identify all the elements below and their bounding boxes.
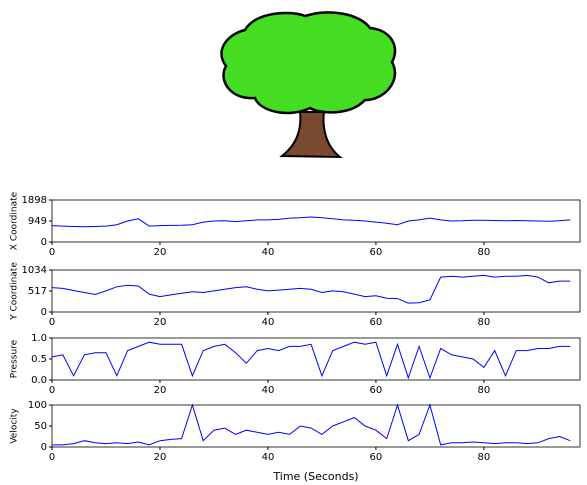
y-tick-label: 100 [28, 400, 47, 411]
x-tick-label: 40 [262, 247, 275, 258]
y-tick-label: 949 [28, 216, 47, 227]
x-tick-label: 40 [262, 317, 275, 328]
x-tick-label: 60 [370, 247, 383, 258]
y-axis-label: Y Coordinate [10, 262, 20, 321]
y-tick-label: 1.0 [31, 333, 47, 344]
y-tick-label: 0 [41, 442, 47, 453]
tree-drawing [222, 12, 396, 157]
tree-trunk [282, 112, 340, 157]
y-tick-label: 517 [28, 286, 47, 297]
page: 0 20 40 60 80 0 949 1898X Coordinate 0 20 40 60 80 0 5… [0, 0, 587, 485]
x-tick-label: 40 [262, 385, 275, 396]
y-tick-label: 1898 [22, 195, 47, 206]
x-axis-label: Time (Seconds) [272, 470, 358, 483]
y-tick-label: 50 [34, 421, 47, 432]
y-tick-label: 0 [41, 237, 47, 248]
figure: 0 20 40 60 80 0 949 1898X Coordinate 0 20 40 60 80 0 5… [0, 0, 587, 485]
axes-frame [52, 405, 580, 447]
y-tick-label: 0.0 [31, 375, 47, 386]
x-tick-label: 20 [154, 247, 167, 258]
y-tick-label: 1034 [22, 265, 47, 276]
x-tick-label: 80 [478, 317, 491, 328]
x-tick-label: 80 [478, 385, 491, 396]
y-axis-label: X Coordinate [10, 191, 20, 250]
x-tick-label: 0 [49, 385, 55, 396]
y-axis-label: Velocity [10, 408, 20, 444]
tree-crown [222, 12, 396, 113]
x-tick-label: 80 [478, 452, 491, 463]
x-tick-label: 20 [154, 385, 167, 396]
x-tick-label: 0 [49, 247, 55, 258]
x-tick-label: 80 [478, 247, 491, 258]
x-tick-label: 40 [262, 452, 275, 463]
data-line [52, 342, 570, 378]
x-tick-label: 20 [154, 452, 167, 463]
data-line [52, 275, 570, 303]
y-tick-label: 0 [41, 307, 47, 318]
x-tick-label: 20 [154, 317, 167, 328]
data-line [52, 217, 570, 227]
data-line [52, 405, 570, 445]
x-tick-label: 60 [370, 317, 383, 328]
y-axis-label: Pressure [10, 339, 20, 378]
y-tick-label: 0.5 [31, 354, 47, 365]
x-tick-label: 0 [49, 317, 55, 328]
x-tick-label: 60 [370, 452, 383, 463]
x-tick-label: 60 [370, 385, 383, 396]
x-tick-label: 0 [49, 452, 55, 463]
